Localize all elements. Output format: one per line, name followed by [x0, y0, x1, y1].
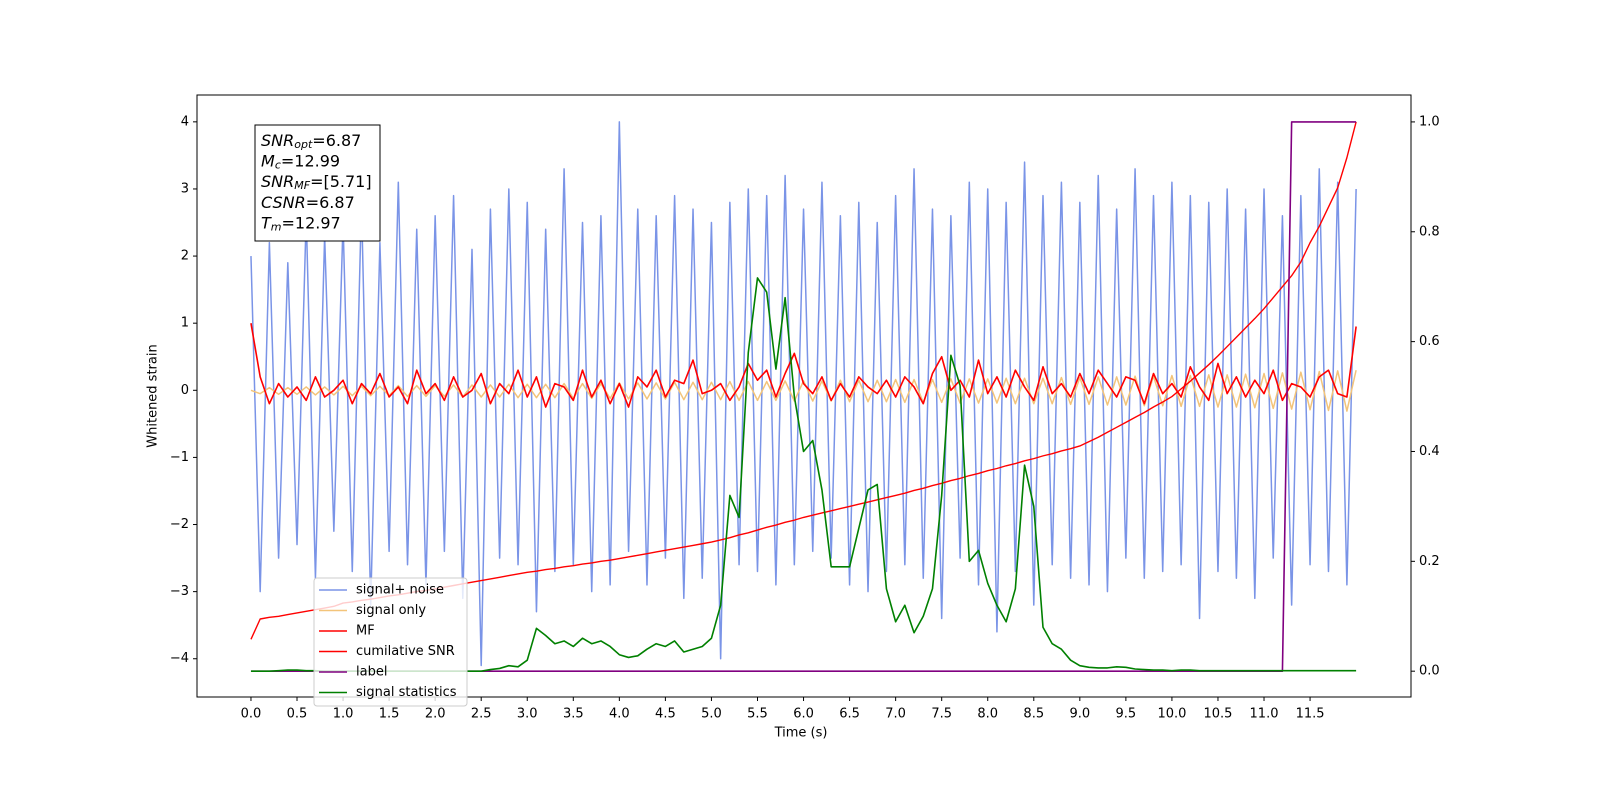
stats-subscript: opt [294, 138, 313, 151]
legend-label: signal+ noise [356, 583, 444, 598]
stats-symbol: M [261, 151, 275, 170]
x-tick-label: 3.5 [563, 707, 584, 722]
x-tick-label: 6.5 [839, 707, 860, 722]
stats-box: SNRopt=6.87Mc=12.99SNRMF=[5.71]CSNR=6.87… [254, 124, 381, 242]
stats-line: SNRMF=[5.71] [261, 172, 372, 193]
x-tick-label: 1.5 [379, 707, 400, 722]
x-tick-label: 7.5 [931, 707, 952, 722]
x-tick-label: 10.0 [1157, 707, 1186, 722]
stats-subscript: MF [294, 179, 310, 192]
stats-value: =12.97 [282, 213, 341, 232]
stats-symbol: SNR [261, 172, 294, 191]
x-tick-label: 4.5 [655, 707, 676, 722]
series-line [250, 323, 1357, 408]
y2-tick-label: 1.0 [1419, 114, 1440, 129]
y-tick-label: 3 [181, 181, 189, 196]
y2-tick-label: 0.8 [1419, 224, 1440, 239]
y-tick-label: 1 [181, 316, 189, 331]
stats-value: =[5.71] [310, 172, 372, 191]
y-tick-label: −1 [170, 450, 189, 465]
x-tick-label: 7.0 [885, 707, 906, 722]
y2-tick-label: 0.6 [1419, 334, 1440, 349]
stats-value: =6.87 [306, 192, 355, 211]
legend-frame [313, 577, 468, 707]
stats-box-frame [254, 124, 381, 242]
stats-line: CSNR=6.87 [261, 192, 355, 211]
y-tick-label: −3 [170, 584, 189, 599]
x-tick-label: 1.0 [333, 707, 354, 722]
legend: signal+ noise signal only MF cumilative SNR… [313, 577, 468, 707]
stats-line: SNRopt=6.87 [261, 131, 361, 152]
y-tick-label: −2 [170, 517, 189, 532]
stats-symbol: CSNR [261, 192, 306, 211]
stats-line: Tm=12.97 [261, 213, 341, 234]
x-tick-label: 0.5 [287, 707, 308, 722]
x-tick-label: 4.0 [609, 707, 630, 722]
ticks: 0.0 0.5 1.0 1.5 2.0 2.5 3.0 3.5 4.0 4.5 5.0 5.5 6.0 6… [170, 114, 1440, 721]
y2-tick-label: 0.0 [1419, 664, 1440, 679]
stats-value: =6.87 [312, 131, 361, 150]
stats-line: Mc=12.99 [261, 151, 340, 172]
y-tick-label: 2 [181, 249, 189, 264]
y-tick-label: −4 [170, 651, 189, 666]
y2-tick-label: 0.2 [1419, 554, 1440, 569]
y-tick-label: 0 [181, 383, 189, 398]
x-axis-label: Time (s) [774, 726, 828, 741]
x-tick-label: 11.0 [1250, 707, 1279, 722]
stats-symbol: T [261, 213, 272, 232]
legend-label: signal statistics [356, 685, 457, 700]
stats-symbol: SNR [261, 131, 294, 150]
x-tick-label: 0.0 [241, 707, 262, 722]
stats-value: =12.99 [281, 151, 340, 170]
x-tick-label: 2.5 [471, 707, 492, 722]
x-tick-label: 10.5 [1203, 707, 1232, 722]
x-tick-label: 9.0 [1069, 707, 1090, 722]
legend-label: cumilative SNR [356, 644, 455, 659]
y2-tick-label: 0.4 [1419, 444, 1440, 459]
series-line [250, 121, 1357, 667]
stats-subscript: c [275, 159, 281, 172]
x-tick-label: 5.0 [701, 707, 722, 722]
x-tick-label: 6.0 [793, 707, 814, 722]
legend-label: MF [356, 624, 375, 639]
stats-subscript: m [271, 220, 282, 233]
x-tick-label: 8.5 [1023, 707, 1044, 722]
x-tick-label: 3.0 [517, 707, 538, 722]
y-axis-label: Whitened strain [146, 344, 161, 447]
x-tick-label: 9.5 [1116, 707, 1137, 722]
y-tick-label: 4 [181, 114, 189, 129]
legend-label: label [356, 665, 387, 680]
legend-label: signal only [356, 603, 426, 618]
x-tick-label: 5.5 [747, 707, 768, 722]
x-tick-label: 8.0 [977, 707, 998, 722]
x-tick-label: 2.0 [425, 707, 446, 722]
x-tick-label: 11.5 [1296, 707, 1325, 722]
